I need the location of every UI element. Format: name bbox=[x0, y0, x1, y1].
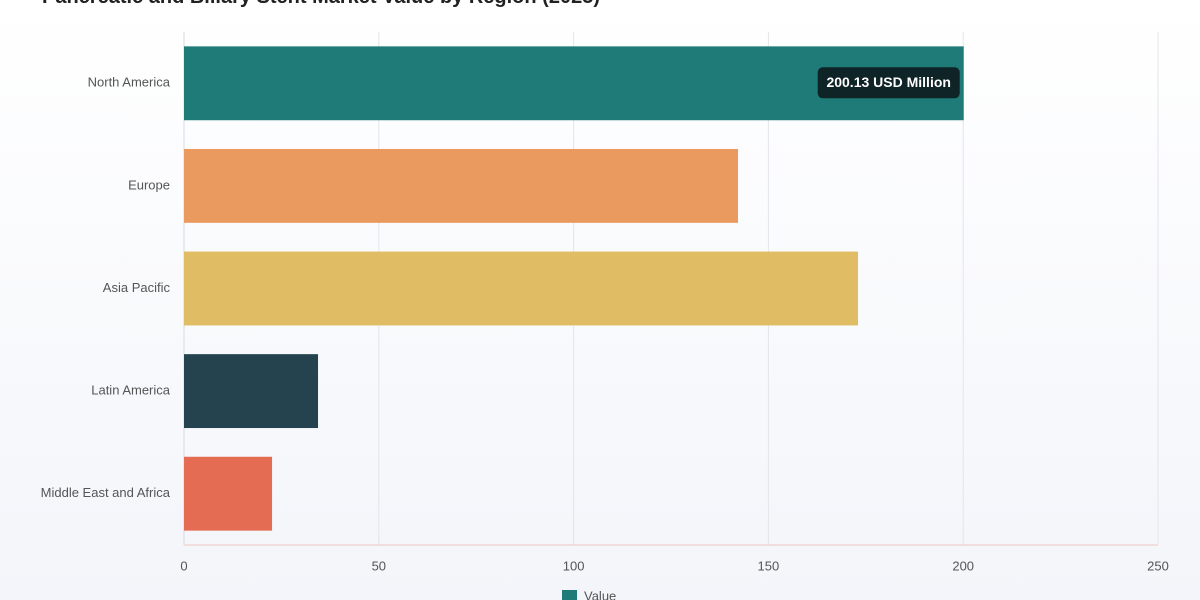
y-tick-label: Middle East and Africa bbox=[41, 485, 171, 500]
bar bbox=[184, 148, 739, 223]
y-tick-label: North America bbox=[88, 75, 171, 90]
tooltip-text: 200.13 USD Million bbox=[826, 74, 950, 90]
tooltip-box bbox=[817, 67, 960, 99]
y-tick-label: Asia Pacific bbox=[103, 280, 171, 295]
x-tick-label: 100 bbox=[563, 558, 585, 573]
x-tick-label: 250 bbox=[1147, 558, 1169, 573]
legend-swatch bbox=[562, 590, 577, 600]
x-tick-label: 200 bbox=[952, 558, 974, 573]
x-tick-label: 0 bbox=[180, 558, 187, 573]
x-tick-label: 150 bbox=[758, 558, 780, 573]
y-tick-label: Europe bbox=[128, 177, 170, 192]
legend-label: Value bbox=[584, 588, 616, 600]
chart-title: Pancreatic and Biliary Stent Market Valu… bbox=[42, 0, 600, 8]
x-tick-label: 50 bbox=[372, 558, 386, 573]
bar bbox=[184, 251, 859, 326]
y-tick-label: Latin America bbox=[91, 383, 171, 398]
bar bbox=[184, 354, 319, 429]
bar bbox=[184, 456, 273, 531]
